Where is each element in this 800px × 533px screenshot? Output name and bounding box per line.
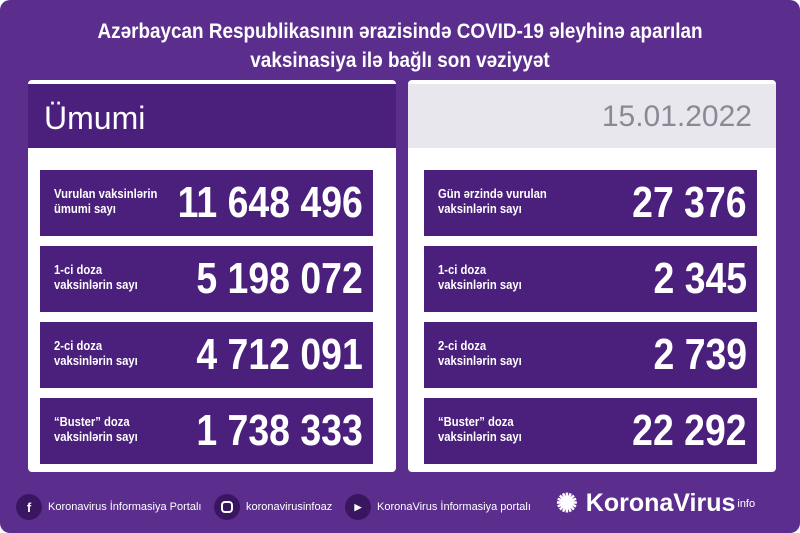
stat-label: 1-ci doza xyxy=(54,263,103,277)
stat-label: 2-ci doza xyxy=(438,339,487,353)
facebook-icon: f xyxy=(16,494,42,520)
stat-label: 1-ci doza xyxy=(438,263,487,277)
stat-label: vaksinlərin sayı xyxy=(54,354,138,368)
total-header: Ümumi xyxy=(28,84,396,148)
stat-row: Gün ərzində vurulan vaksinlərin sayı 27 37… xyxy=(424,170,757,236)
stat-row: “Buster” doza vaksinlərin sayı 1 738 333 xyxy=(40,398,373,464)
facebook-link[interactable]: f Koronavirus İnformasiya Portalı xyxy=(16,494,201,520)
stat-value: 1 738 333 xyxy=(196,406,363,455)
stat-label: vaksinlərin sayı xyxy=(54,278,138,292)
stat-label: vaksinlərin sayı xyxy=(438,354,522,368)
stat-value: 22 292 xyxy=(632,406,747,455)
stat-label: “Buster” doza xyxy=(54,415,130,429)
stat-label: “Buster” doza xyxy=(438,415,514,429)
stat-row: “Buster” doza vaksinlərin sayı 22 292 xyxy=(424,398,757,464)
stat-label: vaksinlərin sayı xyxy=(438,430,522,444)
stat-label: vaksinlərin sayı xyxy=(54,430,138,444)
stat-value: 27 376 xyxy=(632,178,747,227)
stat-label: 2-ci doza xyxy=(54,339,103,353)
title-line-2: vaksinasiya ilə bağlı son vəziyyət xyxy=(250,49,550,72)
stat-value: 4 712 091 xyxy=(196,330,363,379)
youtube-label: KoronaVirus İnformasiya portalı xyxy=(377,501,531,513)
stat-value: 2 739 xyxy=(653,330,747,379)
youtube-link[interactable]: ▶ KoronaVirus İnformasiya portalı xyxy=(345,494,531,520)
instagram-label: koronavirusinfoaz xyxy=(246,501,333,513)
stat-label: vaksinlərin sayı xyxy=(438,202,522,216)
stat-label: Gün ərzində vurulan xyxy=(438,187,547,201)
stat-value: 2 345 xyxy=(653,254,747,303)
date-label: 15.01.2022 xyxy=(601,100,752,133)
stat-value: 11 648 496 xyxy=(177,178,363,227)
instagram-link[interactable]: koronavirusinfoaz xyxy=(214,494,332,520)
stat-row: 1-ci doza vaksinlərin sayı 2 345 xyxy=(424,246,757,312)
stat-row: 2-ci doza vaksinlərin sayı 2 739 xyxy=(424,322,757,388)
koronavirus-logo: ✺ KoronaVirus info xyxy=(556,488,755,519)
stat-label: Vurulan vaksinlərin xyxy=(54,187,158,201)
virus-icon: ✺ xyxy=(556,488,578,518)
stat-row: 2-ci doza vaksinlərin sayı 4 712 091 xyxy=(40,322,373,388)
stat-label: ümumi sayı xyxy=(54,202,116,216)
brand-sup: info xyxy=(737,497,756,510)
daily-panel: 15.01.2022 Gün ərzində vurulan vaksinləri… xyxy=(408,80,776,472)
facebook-label: Koronavirus İnformasiya Portalı xyxy=(48,501,202,513)
stat-row: Vurulan vaksinlərin ümumi sayı 11 648 496 xyxy=(40,170,373,236)
total-panel: Ümumi Vurulan vaksinlərin ümumi sayı 11 64… xyxy=(28,80,396,472)
total-header-label: Ümumi xyxy=(44,100,146,136)
date-header: 15.01.2022 xyxy=(408,84,776,148)
stat-row: 1-ci doza vaksinlərin sayı 5 198 072 xyxy=(40,246,373,312)
stat-label: vaksinlərin sayı xyxy=(438,278,522,292)
instagram-icon xyxy=(214,494,240,520)
youtube-icon: ▶ xyxy=(345,494,371,520)
stat-value: 5 198 072 xyxy=(196,254,363,303)
brand-name: KoronaVirus xyxy=(585,489,736,517)
title-line-1: Azərbaycan Respublikasının ərazisində CO… xyxy=(97,20,703,43)
